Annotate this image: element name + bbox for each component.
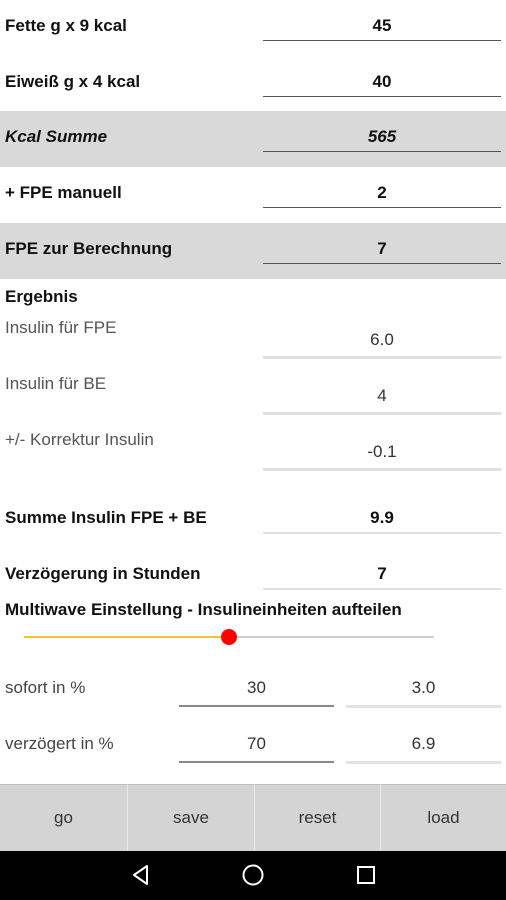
insulin-be-underline — [263, 412, 501, 415]
row-verzoegert: verzögert in % 70 6.9 — [0, 722, 506, 778]
system-nav-bar — [0, 851, 506, 900]
kcal-summe-value: 565 — [367, 127, 397, 146]
fpe-berechnung-label: FPE zur Berechnung — [5, 239, 173, 258]
multiwave-slider[interactable] — [24, 627, 434, 647]
action-buttons: go save reset load — [0, 784, 506, 851]
sofort-units-value: 3.0 — [411, 678, 436, 697]
sofort-percent-input[interactable]: 30 — [247, 678, 266, 697]
insulin-be-value: 4 — [377, 386, 387, 405]
fpe-berechnung-value: 7 — [377, 239, 387, 258]
row-insulin-fpe: Insulin für FPE 6.0 — [0, 308, 506, 364]
insulin-be-label: Insulin für BE — [5, 374, 107, 393]
row-fpe-berechnung: FPE zur Berechnung 7 — [0, 223, 506, 279]
fpe-manuell-input[interactable]: 2 — [377, 183, 387, 202]
go-button[interactable]: go — [0, 784, 127, 851]
row-insulin-be: Insulin für BE 4 — [0, 364, 506, 420]
fpe-berechnung-underline — [263, 263, 501, 264]
summe-insulin-underline — [263, 532, 501, 534]
korrektur-label: +/- Korrektur Insulin — [5, 430, 154, 449]
row-fette: Fette g x 9 kcal 45 — [0, 0, 506, 56]
load-button[interactable]: load — [380, 784, 506, 851]
slider-track-filled — [24, 636, 229, 638]
insulin-fpe-underline — [263, 356, 501, 359]
insulin-fpe-label: Insulin für FPE — [5, 318, 117, 337]
eiweiss-input[interactable]: 40 — [372, 72, 392, 91]
korrektur-input[interactable]: -0.1 — [367, 442, 397, 461]
verzoegert-units-value: 6.9 — [411, 734, 436, 753]
save-button[interactable]: save — [127, 784, 254, 851]
verzoegert-percent-input[interactable]: 70 — [247, 734, 266, 753]
verzoegerung-label: Verzögerung in Stunden — [5, 564, 201, 583]
insulin-fpe-value: 6.0 — [370, 330, 394, 349]
row-fpe-manuell: + FPE manuell 2 — [0, 167, 506, 223]
eiweiss-underline — [263, 96, 501, 97]
verzoegert-percent-underline — [179, 761, 334, 763]
row-eiweiss: Eiweiß g x 4 kcal 40 — [0, 56, 506, 112]
recents-icon[interactable] — [354, 863, 378, 887]
multiwave-heading: Multiwave Einstellung - Insulineinheiten… — [5, 600, 402, 619]
fette-input[interactable]: 45 — [372, 16, 392, 35]
summe-insulin-label: Summe Insulin FPE + BE — [5, 508, 207, 527]
fpe-manuell-label: + FPE manuell — [5, 183, 122, 202]
row-korrektur: +/- Korrektur Insulin -0.1 — [0, 420, 506, 476]
sofort-units-underline — [346, 705, 501, 708]
back-icon[interactable] — [129, 863, 153, 887]
kcal-summe-label: Kcal Summe — [5, 127, 108, 146]
home-icon[interactable] — [241, 863, 265, 887]
sofort-label: sofort in % — [5, 678, 86, 697]
row-kcal-summe: Kcal Summe 565 — [0, 111, 506, 167]
summe-insulin-value: 9.9 — [370, 508, 394, 527]
sofort-percent-underline — [179, 705, 334, 707]
verzoegert-units-underline — [346, 761, 501, 764]
reset-button[interactable]: reset — [254, 784, 380, 851]
fpe-manuell-underline — [263, 207, 501, 208]
row-verzoegerung: Verzögerung in Stunden 7 — [0, 548, 506, 604]
fette-label: Fette g x 9 kcal — [5, 16, 127, 35]
slider-thumb[interactable] — [221, 629, 237, 645]
verzoegert-label: verzögert in % — [5, 734, 114, 753]
ergebnis-heading: Ergebnis — [5, 287, 78, 306]
eiweiss-label: Eiweiß g x 4 kcal — [5, 72, 141, 91]
row-sofort: sofort in % 30 3.0 — [0, 666, 506, 722]
verzoegerung-value: 7 — [377, 564, 387, 583]
verzoegerung-underline — [263, 588, 501, 590]
kcal-summe-underline — [263, 151, 501, 152]
fette-underline — [263, 40, 501, 41]
row-summe-insulin: Summe Insulin FPE + BE 9.9 — [0, 492, 506, 548]
korrektur-underline — [263, 468, 501, 471]
slider-track-remaining — [229, 636, 434, 638]
